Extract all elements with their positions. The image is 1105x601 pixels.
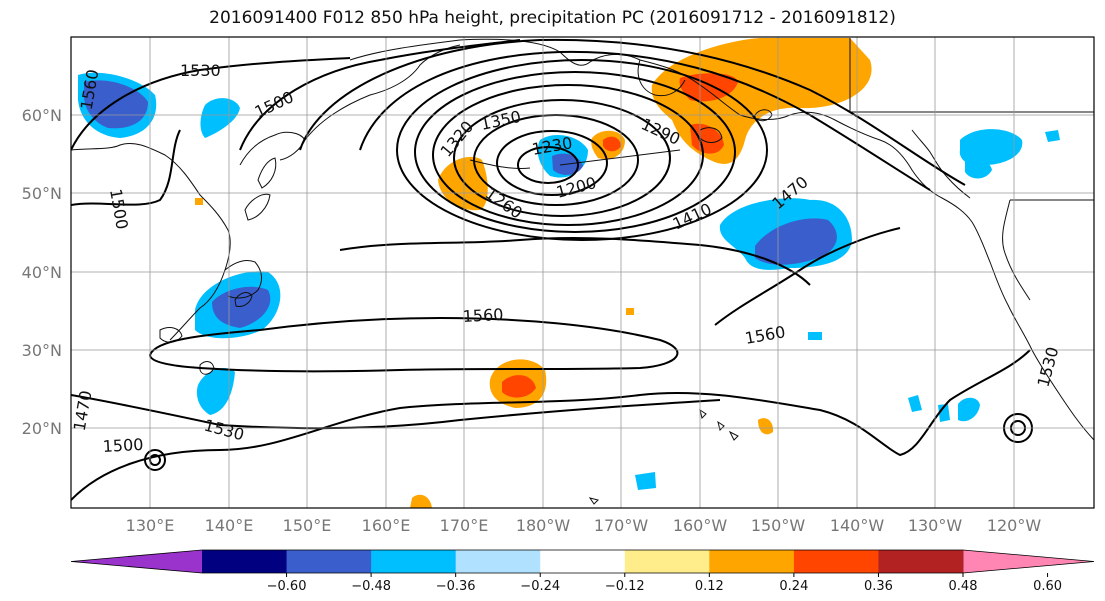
lon-label: 140°W xyxy=(830,516,885,535)
colorbar-segment xyxy=(624,550,710,573)
lon-label: 130°W xyxy=(908,516,963,535)
lon-label: 160°E xyxy=(362,516,411,535)
contour-label: 1500 xyxy=(102,435,144,456)
colorbar-outline xyxy=(70,549,1095,574)
lon-label: 150°W xyxy=(751,516,806,535)
longitude-labels: 130°E 140°E 150°E 160°E 170°E 180°W 170°… xyxy=(126,516,1042,535)
colorbar-segment xyxy=(371,550,457,573)
contour-label: 1530 xyxy=(180,61,221,80)
height-contours xyxy=(71,38,1033,501)
lon-label: 160°W xyxy=(673,516,728,535)
lon-label: 130°E xyxy=(126,516,175,535)
lat-label: 60°N xyxy=(22,106,62,125)
lon-label: 150°E xyxy=(283,516,332,535)
colorbar-segment xyxy=(455,550,541,573)
lon-label: 120°W xyxy=(987,516,1042,535)
colorbar-tick-label: 0.24 xyxy=(779,579,808,594)
colorbar-ticks: −0.60 −0.48 −0.36 −0.24 −0.12 0.12 0.24 0.36 0.4… xyxy=(267,573,1062,594)
colorbar-tick-label: −0.24 xyxy=(520,579,560,594)
map-frame xyxy=(70,36,1095,509)
colorbar-tick-label: −0.60 xyxy=(267,579,307,594)
colorbar-segment xyxy=(540,550,626,573)
lon-label: 170°W xyxy=(594,516,649,535)
map-background xyxy=(71,37,1094,508)
contour-label: 1560 xyxy=(462,305,504,326)
colorbar-segment xyxy=(709,550,795,573)
lat-label: 20°N xyxy=(22,419,62,438)
colorbar-extend-min xyxy=(71,550,202,573)
map-area: 1530 1560 1500 1500 1350 1320 1230 1290 … xyxy=(71,37,1094,508)
lon-label: 140°E xyxy=(205,516,254,535)
colorbar-segment xyxy=(286,550,372,573)
colorbar: −0.60 −0.48 −0.36 −0.24 −0.12 0.12 0.24 0.36 0.4… xyxy=(70,549,1095,594)
colorbar-tick-label: −0.36 xyxy=(436,579,476,594)
colorbar-segment xyxy=(793,550,879,573)
map-title: 2016091400 F012 850 hPa height, precipit… xyxy=(209,8,896,28)
lon-label: 180°W xyxy=(516,516,571,535)
colorbar-tick-label: −0.12 xyxy=(605,579,645,594)
colorbar-segments xyxy=(70,549,1095,574)
colorbar-tick-label: 0.36 xyxy=(864,579,893,594)
colorbar-tick-label: 0.60 xyxy=(1033,579,1062,594)
lat-label: 30°N xyxy=(22,341,62,360)
gridlines xyxy=(71,37,1094,508)
colorbar-segment xyxy=(878,550,964,573)
lon-label: 170°E xyxy=(440,516,489,535)
lat-label: 40°N xyxy=(22,263,62,282)
lat-label: 50°N xyxy=(22,184,62,203)
latitude-labels: 60°N 50°N 40°N 30°N 20°N xyxy=(22,106,62,438)
colorbar-tick-label: 0.12 xyxy=(695,579,724,594)
colorbar-extend-max xyxy=(963,550,1094,573)
colorbar-tick-label: −0.48 xyxy=(351,579,391,594)
colorbar-segment xyxy=(202,550,288,573)
colorbar-tick-label: 0.48 xyxy=(949,579,978,594)
